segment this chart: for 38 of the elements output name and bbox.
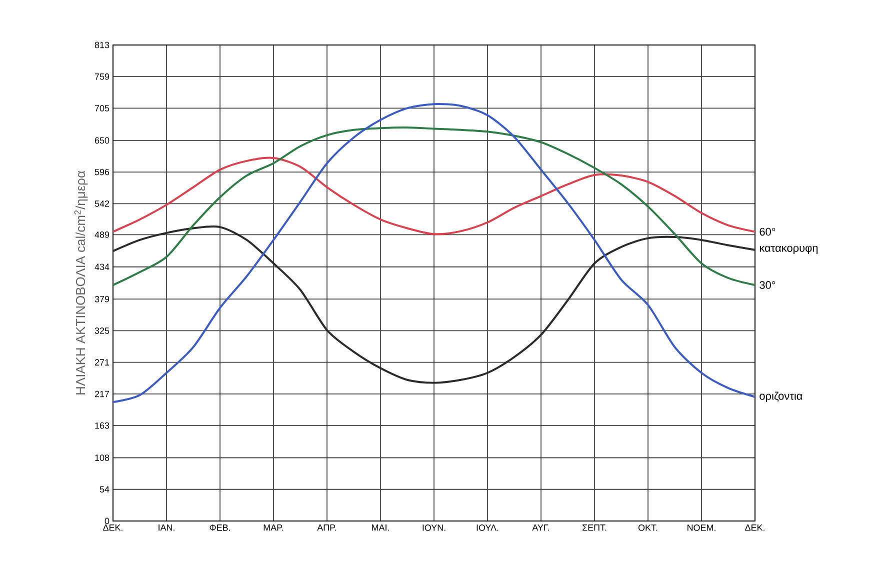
x-tick-label: ΙΑΝ. xyxy=(158,524,174,531)
x-tick-label: ΜΑΡ. xyxy=(264,524,284,531)
series-label: 60° xyxy=(760,228,776,236)
series-label: 30° xyxy=(760,281,776,289)
x-tick-label: ΦΕΒ. xyxy=(210,524,230,531)
y-tick-label: 489 xyxy=(94,232,110,238)
series-label: κατακορυφη xyxy=(760,246,818,254)
x-tick-label: ΝΟΕΜ. xyxy=(688,524,716,531)
y-tick-label: 108 xyxy=(95,454,110,461)
x-tick-label: ΔΕΚ. xyxy=(745,524,764,531)
y-tick-label: 0 xyxy=(104,518,110,524)
series-label: οριζοντια xyxy=(760,392,802,402)
x-tick-label: ΑΠΡ. xyxy=(317,524,336,531)
x-tick-label: ΙΟΥΝ. xyxy=(422,524,446,531)
y-tick-label: 434 xyxy=(94,264,110,270)
x-tick-label: ΜΑΙ. xyxy=(372,524,389,531)
y-axis-title: ΗΛΙΑΚΗ ΑΚΤΙΝΟΒΟΛΙΑ cal/cm$^{2}$/ημερα xyxy=(74,170,88,394)
y-tick-label: 54 xyxy=(100,486,110,493)
y-tick-label: 325 xyxy=(94,328,110,334)
line-series xyxy=(112,103,756,404)
y-tick-label: 271 xyxy=(94,359,110,366)
y-tick-label: 163 xyxy=(95,422,110,429)
x-tick-label: ΔΕΚ. xyxy=(103,524,122,531)
x-tick-label: ΣΕΠΤ. xyxy=(582,524,606,531)
line-series xyxy=(112,225,756,384)
y-tick-label: 379 xyxy=(94,296,110,302)
y-tick-label: 596 xyxy=(94,168,110,176)
line-series xyxy=(112,156,756,236)
x-tick-label: ΙΟΥΛ. xyxy=(476,524,498,531)
y-tick-label: 650 xyxy=(94,137,110,144)
line-series xyxy=(112,126,756,286)
y-tick-label: 705 xyxy=(94,105,110,112)
y-tick-label: 542 xyxy=(94,200,110,207)
x-tick-label: ΟΚΤ. xyxy=(638,524,658,531)
y-tick-label: 759 xyxy=(94,73,110,80)
y-tick-label: 813 xyxy=(94,42,110,48)
x-tick-label: ΑΥΓ. xyxy=(532,524,550,531)
y-tick-label: 217 xyxy=(94,390,110,398)
